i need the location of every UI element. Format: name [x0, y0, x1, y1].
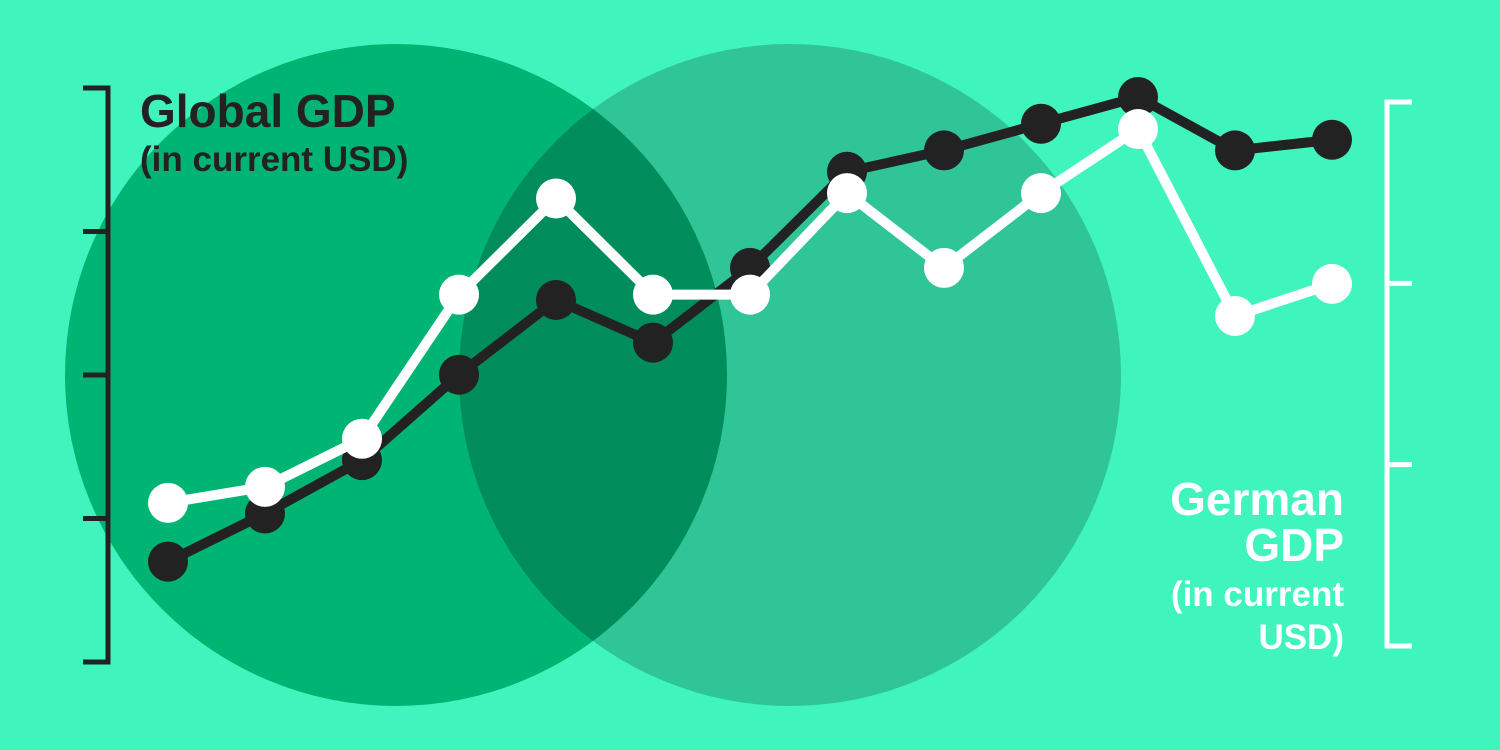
series-layer [148, 77, 1352, 582]
global-gdp-point [1021, 103, 1061, 144]
german-gdp-point [827, 173, 867, 214]
german-gdp-point [730, 274, 770, 315]
right-axis [1384, 99, 1412, 649]
german-gdp-point [633, 274, 673, 315]
german-gdp-point [1021, 173, 1061, 214]
german-gdp-point [1118, 109, 1158, 150]
global-gdp-point [1312, 119, 1352, 160]
global-gdp-point [439, 354, 479, 395]
right-axis-title: German GDP [1170, 473, 1344, 571]
german-gdp-point [148, 482, 188, 523]
global-gdp-point [924, 130, 964, 171]
german-gdp-point [924, 247, 964, 288]
circle-overlap [459, 44, 727, 706]
german-gdp-point [342, 418, 382, 459]
german-gdp-point [245, 466, 285, 507]
german-gdp-point [1215, 295, 1255, 336]
global-gdp-point [1118, 77, 1158, 118]
global-gdp-point [148, 541, 188, 582]
left-axis-subtitle: (in current USD) [140, 140, 409, 179]
left-axis-title: Global GDP [140, 85, 396, 137]
global-gdp-point [1215, 130, 1255, 171]
german-gdp-point [536, 178, 576, 219]
global-gdp-point [536, 279, 576, 320]
right-axis-subtitle: (in current USD) [1170, 575, 1344, 657]
left-axis [83, 85, 111, 665]
german-gdp-series [148, 109, 1352, 523]
german-gdp-point [439, 274, 479, 315]
global-gdp-point [633, 322, 673, 363]
german-gdp-point [1312, 263, 1352, 304]
